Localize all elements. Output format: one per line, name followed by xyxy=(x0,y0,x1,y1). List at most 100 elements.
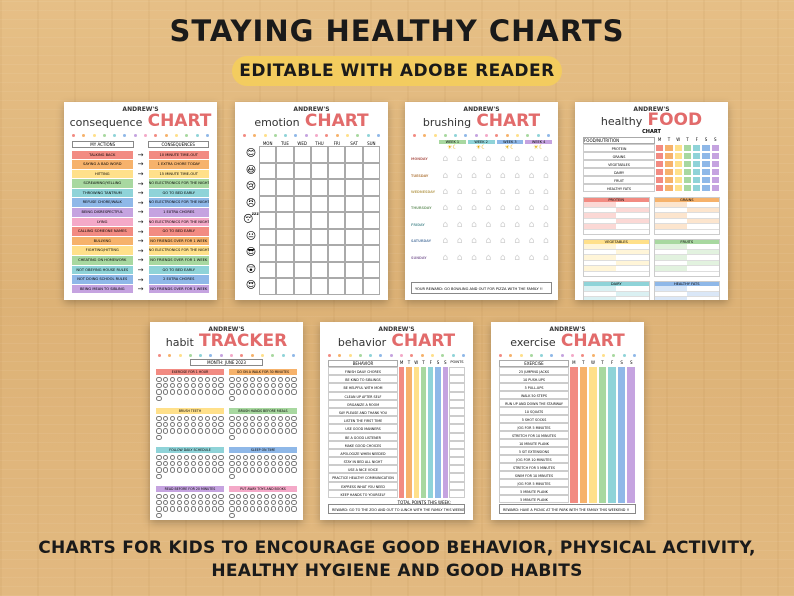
food-row: DAIRY xyxy=(583,168,720,176)
habit-day-circle xyxy=(156,494,162,500)
tooth-icon: ⌂ xyxy=(514,154,520,165)
emotion-cell xyxy=(276,261,294,278)
habit-day-circle xyxy=(183,389,190,395)
emotion-cell xyxy=(293,195,311,212)
grid-cell xyxy=(398,481,406,490)
day-header: SAT xyxy=(350,141,358,146)
arrow-icon: → xyxy=(137,285,144,294)
habit-day-circle xyxy=(218,428,224,434)
habit-day-circle xyxy=(250,455,256,461)
emotion-cell xyxy=(345,212,363,229)
habit-day-circle xyxy=(256,416,263,422)
food-item-cell xyxy=(686,266,719,271)
grid-cell xyxy=(616,487,627,495)
consequence-cell: 1 EXTRA CHORES xyxy=(148,208,209,217)
grid-cell xyxy=(607,487,617,495)
habit-day-circle xyxy=(284,455,290,461)
grid-cell xyxy=(597,407,608,415)
grid-row-label: 10 SQUATS xyxy=(499,407,569,415)
habit-day-circle xyxy=(156,428,162,434)
emotion-cell xyxy=(276,179,294,196)
grid-cell xyxy=(412,407,420,417)
grid-row: USE GOOD MANNERS xyxy=(328,424,465,433)
action-cell: SCREAMING/YELLING xyxy=(72,179,133,188)
emotion-cell xyxy=(293,245,311,262)
grid-row: JOG FOR 5 MINUTES xyxy=(499,423,637,431)
tooth-icon: ⌂ xyxy=(499,252,506,263)
food-item-cell xyxy=(686,224,719,229)
grid-cell xyxy=(616,431,627,439)
grid-day-header: W xyxy=(414,360,419,365)
food-item-cell xyxy=(616,249,649,254)
habit-day-circle xyxy=(284,389,290,395)
grid-cell xyxy=(578,471,589,479)
food-section-line xyxy=(584,202,649,208)
grid-cell xyxy=(427,424,435,433)
habit-day-circle xyxy=(190,506,197,512)
emotion-cell xyxy=(293,278,311,295)
grid-row: JOG FOR 10 MINUTES xyxy=(499,455,637,463)
habit-day-circle xyxy=(190,461,197,467)
habit-day-circle xyxy=(236,383,242,389)
grid-cell xyxy=(607,471,617,479)
emotion-cell xyxy=(259,245,277,262)
grid-cell xyxy=(569,415,579,423)
food-row-label: PROTEIN xyxy=(583,144,655,152)
consequence-row: NOT OBEYING HOUSE RULES → GO TO BED EARLY xyxy=(72,265,209,275)
habit-day-circle xyxy=(190,416,197,422)
food-cell xyxy=(673,160,683,168)
grid-day-header: T xyxy=(601,360,604,365)
food-cell xyxy=(673,152,683,160)
habit-day-circle xyxy=(277,494,283,500)
grid-cell xyxy=(405,399,413,408)
habit-day-circles xyxy=(229,494,297,518)
habit-day-circle xyxy=(170,455,176,461)
grid-cell xyxy=(434,473,442,482)
grid-cell xyxy=(398,440,406,449)
grid-cell xyxy=(427,391,435,400)
habit-day-circle xyxy=(183,377,190,383)
grid-row-label: 5 PULL-UPS xyxy=(499,383,569,391)
tooth-icon: ⌂ xyxy=(442,154,449,165)
consequence-rows: TALKING BACK → 10 MINUTE TIME-OUT SAYING A … xyxy=(64,150,217,294)
grid-cell xyxy=(626,431,637,439)
habit-day-circle xyxy=(218,455,224,461)
habit-day-circle xyxy=(229,434,235,440)
brushing-chart-card: ANDREW'S brushing CHART WEEK 1 ☀☾ WEEK 2 ☀☾… xyxy=(405,102,558,300)
grid-cell xyxy=(626,463,637,471)
grid-cell xyxy=(626,399,637,407)
brushing-row: TUESDAY ⌂ ⌂ ⌂ ⌂ ⌂ ⌂ ⌂ ⌂ xyxy=(411,167,552,183)
card-title: habit TRACKER xyxy=(165,331,288,351)
habit-day-circle xyxy=(263,383,270,389)
month-label: MONTH: JUNE 2023 xyxy=(190,359,263,366)
grid-cell xyxy=(616,399,627,407)
action-cell: THROWING TANTRUM xyxy=(72,188,133,198)
habit-day-circle xyxy=(263,467,270,473)
grid-cell xyxy=(427,399,435,408)
grid-row-label: STRETCH FOR 5 MINUTES xyxy=(499,463,569,471)
emotion-cell xyxy=(293,162,311,179)
grid-row: BE HELPFUL WITH MOM xyxy=(328,383,465,392)
tooth-icon: ⌂ xyxy=(485,219,492,230)
grid-day-header: S xyxy=(629,360,633,365)
behavior-chart-card: ANDREW'S behavior CHART BEHAVIOR M T W T F S S P… xyxy=(320,322,473,520)
habit-day-circle xyxy=(204,467,210,473)
habit-day-circle xyxy=(156,377,162,383)
tooth-icon: ⌂ xyxy=(514,252,520,263)
grid-cell xyxy=(441,432,449,441)
food-row-label: GRAINS xyxy=(583,152,655,160)
grid-row-label: ORGANIZE A ROOM xyxy=(328,399,398,408)
grid-cell xyxy=(597,367,608,375)
food-section: PROTEIN xyxy=(583,197,650,235)
emotion-cell xyxy=(328,212,346,229)
habit-day-circle xyxy=(229,494,235,500)
grid-row: JOG FOR 5 MINUTES xyxy=(499,479,637,487)
grid-cell xyxy=(607,375,617,383)
habit-day-circle xyxy=(270,389,276,395)
tooth-icon: ⌂ xyxy=(528,186,535,197)
habit-day-circle xyxy=(263,428,270,434)
grid-cell xyxy=(427,465,435,474)
habit-day-circle xyxy=(197,467,203,473)
food-cell xyxy=(664,168,674,176)
habit-day-circle xyxy=(156,506,162,512)
